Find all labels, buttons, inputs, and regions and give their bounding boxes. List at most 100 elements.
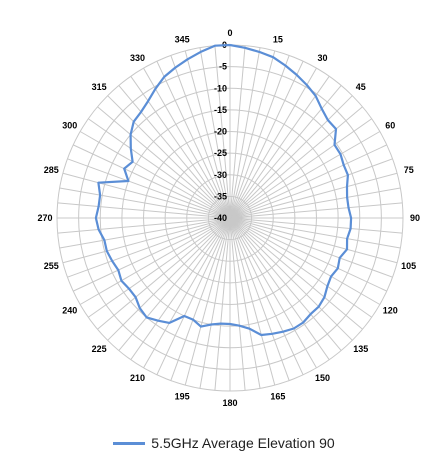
grid-spoke [229, 217, 373, 318]
grid-spoke [130, 75, 231, 219]
grid-spoke [72, 144, 231, 219]
grid-spoke [67, 217, 231, 278]
grid-spoke [143, 67, 231, 219]
grid-spoke [184, 217, 231, 386]
grid-spoke [214, 217, 231, 391]
angle-tick-label: 150 [315, 373, 330, 383]
grid-spoke [229, 60, 304, 219]
angle-tick-label: 210 [130, 373, 145, 383]
data-point [157, 319, 159, 322]
grid-spoke [229, 217, 261, 389]
data-point [183, 315, 186, 317]
data-point [330, 275, 332, 278]
data-point [284, 64, 287, 67]
grid-spoke [229, 217, 304, 376]
radial-tick-label: -5 [219, 62, 227, 72]
angle-tick-labels: 0 15 30 45 60 75 90 105 120 135 150 165 180 195 210 225… [37, 28, 420, 408]
data-point [132, 120, 135, 123]
data-point [282, 330, 284, 333]
angle-tick-label: 285 [44, 165, 59, 175]
angle-tick-label: 45 [356, 82, 366, 92]
data-point [346, 248, 348, 251]
angle-tick-label: 270 [37, 213, 52, 223]
data-point [140, 111, 142, 113]
data-point [127, 180, 130, 182]
grid-spoke [229, 217, 381, 305]
data-point [147, 100, 149, 102]
grid-spoke [229, 187, 401, 219]
data-point [309, 313, 312, 315]
angle-tick-label: 300 [62, 121, 77, 131]
angle-tick-label: 180 [222, 398, 237, 408]
grid-spoke [57, 217, 231, 234]
grid-spoke [229, 217, 393, 278]
data-point [320, 107, 323, 110]
data-point [302, 321, 305, 324]
data-point [111, 260, 113, 262]
grid-spoke [199, 47, 231, 219]
grid-spoke [229, 85, 342, 219]
data-point [327, 119, 329, 121]
data-point [154, 88, 157, 90]
grid-spoke [97, 217, 231, 330]
data-point [238, 324, 241, 327]
data-point [349, 227, 352, 230]
grid-spoke [143, 217, 231, 369]
grid-spoke [229, 217, 398, 264]
grid-spoke [229, 217, 353, 341]
data-point [347, 206, 350, 209]
data-point [326, 285, 329, 288]
grid-spoke [62, 172, 231, 219]
grid-spoke [229, 217, 342, 351]
data-point [199, 51, 202, 53]
grid-spoke [107, 95, 231, 219]
data-point [346, 185, 348, 188]
grid-spoke [229, 45, 246, 219]
radial-tick-label: -15 [214, 105, 227, 115]
data-point [210, 323, 212, 326]
data-point [346, 237, 348, 240]
angle-tick-label: 240 [62, 306, 77, 316]
data-point [306, 84, 308, 86]
grid-spoke [229, 47, 261, 219]
data-point [293, 327, 295, 330]
data-point [163, 76, 165, 78]
data-point [145, 316, 148, 319]
data-point [139, 307, 141, 310]
angle-tick-label: 0 [227, 28, 232, 38]
data-point [220, 322, 222, 325]
angle-tick-label: 15 [273, 34, 283, 44]
legend-swatch [113, 441, 146, 445]
angle-tick-label: 165 [270, 392, 285, 402]
data-point [97, 205, 100, 208]
grid-spoke [57, 202, 231, 219]
data-point [337, 267, 339, 270]
data-point [295, 74, 298, 76]
grid-spoke [229, 217, 246, 391]
grid-spoke [62, 217, 231, 264]
grid-spoke [229, 131, 381, 219]
data-point [130, 147, 132, 150]
data-point [128, 287, 130, 290]
angle-tick-label: 315 [92, 82, 107, 92]
data-point [323, 296, 326, 299]
data-point [120, 279, 123, 282]
data-point [168, 322, 171, 324]
angle-tick-label: 120 [383, 306, 398, 316]
grid-spoke [72, 217, 231, 292]
grid-spoke [229, 202, 403, 219]
data-point [350, 217, 352, 219]
angle-tick-label: 90 [410, 213, 420, 223]
legend-label: 5.5GHz Average Elevation 90 [151, 435, 335, 451]
data-point [333, 144, 336, 146]
data-point [95, 217, 97, 219]
grid-spoke [229, 217, 363, 330]
data-point [260, 334, 263, 336]
series-layer [94, 43, 353, 337]
data-point [339, 153, 342, 155]
radial-tick-label: -40 [214, 213, 227, 223]
angle-tick-label: 30 [317, 53, 327, 63]
data-point [272, 56, 274, 58]
radial-tick-label: -30 [214, 170, 227, 180]
grid-spoke [229, 217, 403, 234]
